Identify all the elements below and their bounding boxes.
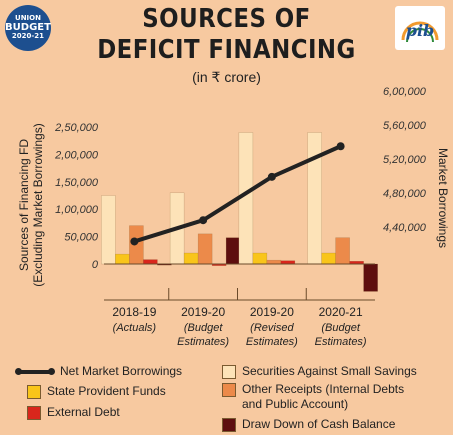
- legend-label-line1: Net Market Borrowings: [60, 364, 183, 378]
- y-left-tick-label: 0: [92, 259, 99, 271]
- x-tick-label: 2019-20: [250, 305, 294, 319]
- legend-swatch-line: [15, 368, 55, 375]
- legend-label-line1: State Provident Funds: [47, 384, 166, 398]
- legend-item-ext: External Debt: [27, 405, 120, 420]
- page-title: SOURCES OF DEFICIT FINANCING: [27, 4, 426, 66]
- bar-other-receipts-internal-debts-and-public-account: [197, 233, 213, 265]
- legend-item-draw: Draw Down of Cash Balance: [222, 417, 395, 432]
- union-budget-badge: UNION BUDGET 2020-21: [5, 5, 51, 51]
- y-left-tick-label: 2,00,000: [54, 149, 99, 161]
- legend-item-line: Net Market Borrowings: [15, 364, 182, 379]
- line-point-net-market-borrowings: [267, 172, 276, 181]
- legend-item-oth: Other Receipts (Internal Debts and Public…: [222, 382, 404, 412]
- y-right-axis-title: Market Borrowings: [436, 148, 450, 248]
- legend-swatch-ssb: [222, 365, 236, 379]
- x-tick-label: 2019-20: [181, 305, 225, 319]
- bar-draw-down-of-cash-balance: [363, 263, 378, 292]
- x-tick-sublabel: (Budget: [184, 322, 223, 334]
- legend-label: Draw Down of Cash Balance: [242, 417, 395, 432]
- legend-swatch-oth: [222, 383, 236, 397]
- x-tick-sublabel-2: Estimates): [315, 336, 367, 348]
- chart-subtitle: (in ₹ crore): [192, 69, 261, 85]
- deficit-financing-chart: 0 50,000 1,00,000 1,50,000 2,00,000 2,50,000 4…: [17, 86, 450, 348]
- line-net-market-borrowings: [133, 144, 342, 244]
- y-left-tick-label: 50,000: [64, 232, 99, 244]
- chart-legend: Net Market Borrowings Securities Against …: [0, 362, 453, 435]
- line-point-net-market-borrowings: [336, 142, 345, 151]
- x-tick-sublabel: (Actuals): [113, 322, 157, 334]
- legend-label-line1: Other Receipts (Internal Debts: [242, 382, 405, 396]
- legend-label-line1: External Debt: [47, 405, 120, 419]
- badge-line1: UNION: [15, 14, 41, 23]
- title-line1: SOURCES OF: [142, 4, 311, 34]
- y-left-tick-label: 1,50,000: [55, 177, 99, 189]
- legend-label: External Debt: [47, 405, 120, 420]
- bar-state-provident-funds: [321, 252, 336, 265]
- bar-draw-down-of-cash-balance: [225, 237, 241, 265]
- legend-label-line2: and Public Account): [242, 397, 349, 411]
- y-right-tick-label: 6,00,000: [383, 86, 427, 98]
- y-left-axis-title-line1: Sources of Financing FD: [17, 139, 31, 271]
- x-tick-sublabel: (Revised: [250, 322, 294, 334]
- bar-state-provident-funds: [183, 252, 199, 265]
- y-right-tick-label: 5,60,000: [383, 120, 427, 132]
- legend-label: State Provident Funds: [47, 384, 166, 399]
- legend-swatch-ext: [27, 406, 41, 420]
- x-tick-sublabel: (Budget: [321, 322, 360, 334]
- bar-other-receipts-internal-debts-and-public-account: [266, 259, 282, 265]
- bar-state-provident-funds: [115, 253, 130, 265]
- pib-logo-mark: pib: [401, 21, 439, 43]
- bar-securities-against-small-savings: [307, 132, 322, 265]
- x-tick-label: 2020-21: [319, 305, 363, 319]
- y-right-tick-label: 4,80,000: [383, 188, 427, 200]
- title-line2: DEFICIT FINANCING: [97, 35, 356, 65]
- y-left-tick-label: 1,00,000: [55, 204, 99, 216]
- legend-swatch-draw: [222, 418, 236, 432]
- bar-securities-against-small-savings: [101, 195, 116, 265]
- line-point-net-market-borrowings: [199, 216, 208, 225]
- y-left-axis-title-line2: (Excluding Market Borrowings): [31, 123, 45, 286]
- legend-item-spf: State Provident Funds: [27, 384, 166, 399]
- legend-item-ssb: Securities Against Small Savings: [222, 364, 417, 379]
- y-right-tick-label: 4,40,000: [383, 222, 427, 234]
- legend-label: Other Receipts (Internal Debts and Public…: [242, 382, 404, 412]
- badge-line3: 2020-21: [11, 32, 45, 41]
- x-tick-label: 2018-19: [112, 305, 156, 319]
- y-left-tick-label: 2,50,000: [54, 122, 99, 134]
- x-tick-sublabel-2: Estimates): [177, 336, 229, 348]
- bar-state-provident-funds: [252, 252, 268, 265]
- pib-logo: pib: [395, 6, 445, 50]
- pib-logo-text: pib: [406, 21, 434, 40]
- legend-label: Securities Against Small Savings: [242, 364, 417, 379]
- bar-external-debt: [143, 259, 158, 265]
- legend-label-line1: Securities Against Small Savings: [242, 364, 417, 378]
- x-tick-sublabel-2: Estimates): [246, 336, 298, 348]
- line-point-net-market-borrowings: [130, 237, 139, 246]
- legend-label: Net Market Borrowings: [60, 364, 182, 379]
- legend-swatch-spf: [27, 385, 41, 399]
- legend-label-line1: Draw Down of Cash Balance: [242, 417, 396, 431]
- badge-line2: BUDGET: [5, 21, 51, 33]
- y-right-tick-label: 5,20,000: [383, 154, 427, 166]
- bar-other-receipts-internal-debts-and-public-account: [335, 237, 350, 265]
